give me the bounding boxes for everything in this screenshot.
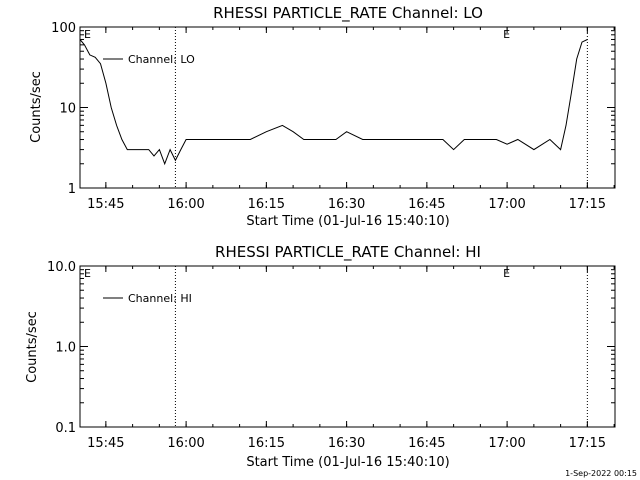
panel-lo-x-tick-label: 16:15: [248, 197, 285, 212]
panel-hi-ylabel: Counts/sec: [25, 311, 40, 383]
panel-hi-y-tick-label: 0.1: [55, 421, 76, 436]
panel-lo-series-line: [79, 39, 588, 166]
panel-hi-xlabel: Start Time (01-Jul-16 15:40:10): [246, 455, 449, 470]
panel-lo-legend-label: Channel: LO: [128, 53, 195, 66]
panel-lo-frame: [79, 26, 616, 189]
panel-lo-x-tick-label: 15:45: [87, 197, 124, 212]
panel-hi-x-tick-label: 16:45: [408, 436, 445, 451]
panel-hi-title: RHESSI PARTICLE_RATE Channel: HI: [215, 243, 481, 262]
panel-lo-y-tick-label: 10: [59, 102, 76, 117]
panel-hi-legend-label: Channel: HI: [128, 292, 192, 305]
panel-hi-event-marker: E: [503, 267, 510, 280]
panel-lo-y-tick-label: 100: [51, 21, 76, 36]
panel-hi-x-tick-label: 17:00: [488, 436, 525, 451]
panel-lo-event-marker: E: [84, 28, 91, 41]
panel-hi-x-tick-label: 17:15: [569, 436, 606, 451]
panel-hi-y-tick-label: 1.0: [55, 341, 76, 356]
panel-hi-x-tick-label: 16:30: [328, 436, 365, 451]
panel-hi-x-tick-label: 16:00: [167, 436, 204, 451]
panel-lo-title: RHESSI PARTICLE_RATE Channel: LO: [213, 4, 483, 23]
chart-marks: 15:45 16:00 16:15 16:30 16:45 17:00 17:15 1 10 10…: [47, 21, 616, 451]
panel-lo-ylabel: Counts/sec: [29, 71, 44, 143]
panel-lo-event-marker: E: [503, 28, 510, 41]
panel-hi-x-tick-label: 16:15: [248, 436, 285, 451]
footer-timestamp: 1-Sep-2022 00:15: [565, 469, 637, 478]
panel-lo-x-tick-label: 16:00: [167, 197, 204, 212]
panel-lo-x-tick-label: 17:00: [488, 197, 525, 212]
panel-hi-x-tick-label: 15:45: [87, 436, 124, 451]
panel-lo-y-tick-label: 1: [68, 182, 76, 197]
panel-hi-y-tick-label: 10.0: [47, 260, 76, 275]
panel-lo-x-tick-label: 16:45: [408, 197, 445, 212]
panel-hi-frame: [79, 265, 616, 428]
panel-hi-event-marker: E: [84, 267, 91, 280]
panel-lo-xlabel: Start Time (01-Jul-16 15:40:10): [246, 214, 449, 229]
panel-lo-x-tick-label: 16:30: [328, 197, 365, 212]
panel-lo-x-tick-label: 17:15: [569, 197, 606, 212]
